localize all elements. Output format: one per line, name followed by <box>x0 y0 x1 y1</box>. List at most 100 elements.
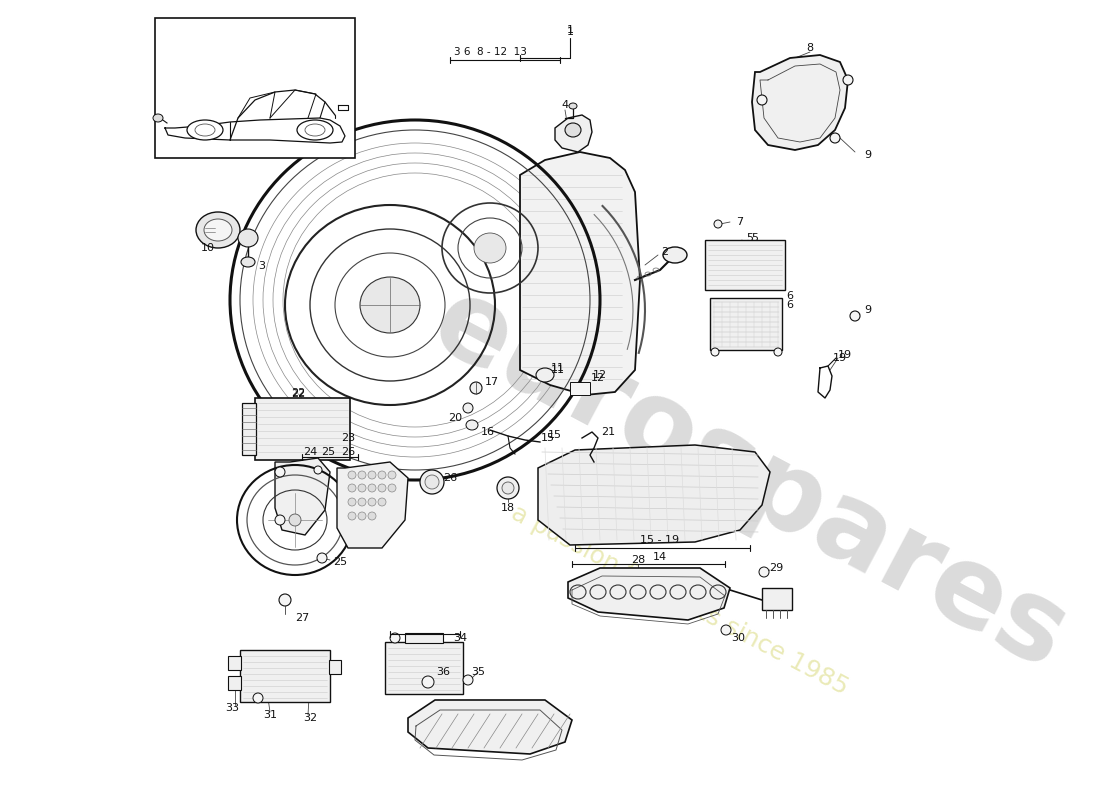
Ellipse shape <box>279 594 292 606</box>
Bar <box>570 382 590 395</box>
Text: 21: 21 <box>601 427 615 437</box>
Ellipse shape <box>368 512 376 520</box>
Ellipse shape <box>241 257 255 267</box>
Bar <box>710 298 782 350</box>
Ellipse shape <box>317 553 327 563</box>
Text: 15: 15 <box>541 433 556 443</box>
Text: 3: 3 <box>258 261 265 271</box>
Text: 14: 14 <box>653 552 667 562</box>
Bar <box>255 398 350 460</box>
Text: 7: 7 <box>736 217 744 227</box>
Ellipse shape <box>502 482 514 494</box>
Ellipse shape <box>153 114 163 122</box>
Ellipse shape <box>368 471 376 479</box>
Text: 5: 5 <box>751 233 759 243</box>
Ellipse shape <box>305 124 324 136</box>
Ellipse shape <box>368 498 376 506</box>
Ellipse shape <box>388 471 396 479</box>
Ellipse shape <box>348 484 356 492</box>
Text: 16: 16 <box>481 427 495 437</box>
Text: 26: 26 <box>341 447 355 457</box>
Ellipse shape <box>843 75 852 85</box>
Text: 36: 36 <box>436 667 450 677</box>
Ellipse shape <box>348 471 356 479</box>
Ellipse shape <box>830 133 840 143</box>
Text: 25: 25 <box>321 447 336 457</box>
Ellipse shape <box>850 311 860 321</box>
Text: 30: 30 <box>732 633 745 643</box>
Bar <box>762 588 792 610</box>
Ellipse shape <box>474 233 506 263</box>
Ellipse shape <box>378 484 386 492</box>
Polygon shape <box>275 458 330 535</box>
Bar <box>240 650 330 702</box>
Ellipse shape <box>195 124 214 136</box>
Ellipse shape <box>420 470 444 494</box>
Bar <box>329 660 341 674</box>
Text: 5: 5 <box>747 233 754 243</box>
Ellipse shape <box>358 471 366 479</box>
Text: 19: 19 <box>838 350 853 360</box>
Ellipse shape <box>663 247 688 263</box>
Ellipse shape <box>275 515 285 525</box>
Ellipse shape <box>463 675 473 685</box>
Text: 9: 9 <box>865 150 871 160</box>
Text: 25: 25 <box>333 557 348 567</box>
Ellipse shape <box>470 382 482 394</box>
Text: 11: 11 <box>551 363 565 373</box>
Ellipse shape <box>463 403 473 413</box>
Ellipse shape <box>720 625 732 635</box>
Polygon shape <box>538 445 770 545</box>
Text: 6: 6 <box>786 300 793 310</box>
Ellipse shape <box>204 219 232 241</box>
Polygon shape <box>752 55 848 150</box>
Ellipse shape <box>253 693 263 703</box>
Text: 19: 19 <box>833 353 847 363</box>
Polygon shape <box>556 115 592 152</box>
Ellipse shape <box>289 514 301 526</box>
Text: 4: 4 <box>561 100 569 110</box>
Text: 20: 20 <box>448 413 462 423</box>
Text: a passion for parts since 1985: a passion for parts since 1985 <box>507 501 852 699</box>
Text: 10: 10 <box>201 243 214 253</box>
Ellipse shape <box>565 123 581 137</box>
Ellipse shape <box>378 471 386 479</box>
Bar <box>405 633 443 643</box>
Bar <box>242 403 256 455</box>
Ellipse shape <box>759 567 769 577</box>
Ellipse shape <box>757 95 767 105</box>
Text: 12: 12 <box>591 373 605 383</box>
Ellipse shape <box>358 498 366 506</box>
Polygon shape <box>520 152 640 395</box>
Text: 22: 22 <box>290 388 305 398</box>
Text: 22: 22 <box>290 389 305 399</box>
Ellipse shape <box>297 120 333 140</box>
Text: 31: 31 <box>263 710 277 720</box>
Text: 33: 33 <box>226 703 239 713</box>
Text: 8: 8 <box>806 43 814 53</box>
Ellipse shape <box>196 212 240 248</box>
Ellipse shape <box>425 475 439 489</box>
Ellipse shape <box>390 633 400 643</box>
Text: 26: 26 <box>443 473 458 483</box>
Text: 28: 28 <box>631 555 645 565</box>
Text: eurospares: eurospares <box>415 268 1086 692</box>
Text: 35: 35 <box>471 667 485 677</box>
Ellipse shape <box>360 277 420 333</box>
Ellipse shape <box>358 484 366 492</box>
Text: 11: 11 <box>551 365 565 375</box>
Text: 15 - 19: 15 - 19 <box>640 535 680 545</box>
Text: 29: 29 <box>769 563 783 573</box>
Text: 18: 18 <box>500 503 515 513</box>
Polygon shape <box>568 568 730 620</box>
Ellipse shape <box>314 466 322 474</box>
Ellipse shape <box>774 348 782 356</box>
Text: 34: 34 <box>453 633 468 643</box>
Bar <box>228 656 241 670</box>
Ellipse shape <box>348 512 356 520</box>
Text: 1: 1 <box>566 27 573 37</box>
Text: 24: 24 <box>302 447 317 457</box>
Ellipse shape <box>714 220 722 228</box>
Ellipse shape <box>358 512 366 520</box>
Text: 1: 1 <box>566 25 573 35</box>
